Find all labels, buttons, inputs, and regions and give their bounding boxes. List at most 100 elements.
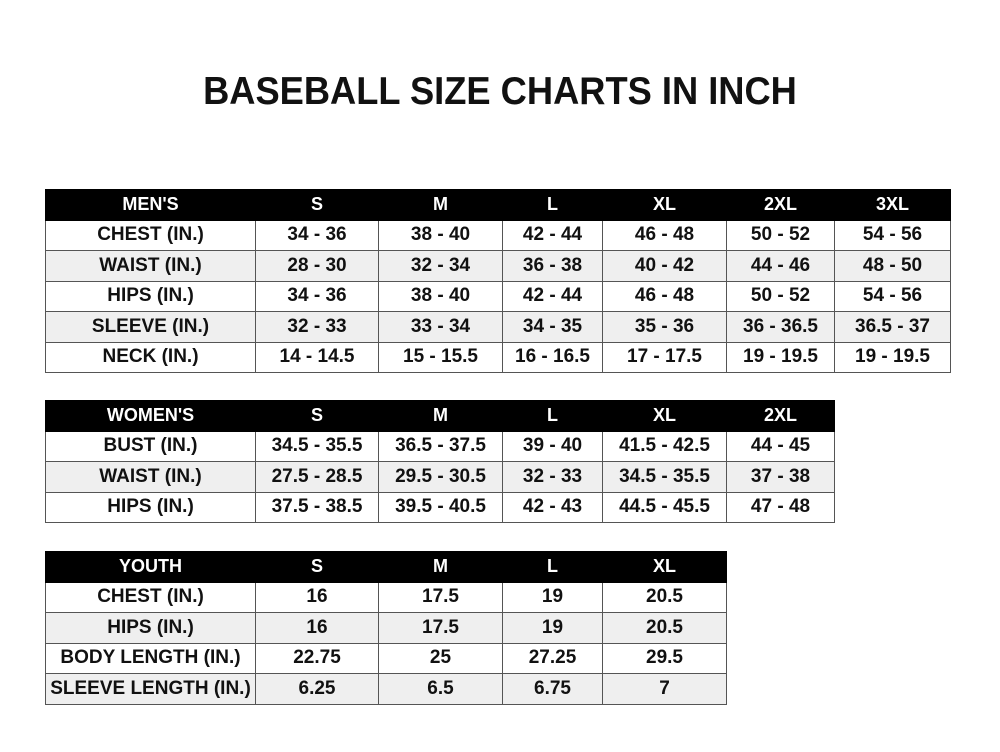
table-row: NECK (IN.) 14 - 14.5 15 - 15.5 16 - 16.5 17 …	[45, 341, 951, 373]
table-row: BUST (IN.) 34.5 - 35.5 36.5 - 37.5 39 - 40 4…	[45, 430, 835, 462]
measurement-label: CHEST (IN.)	[45, 581, 256, 613]
table-row: HIPS (IN.) 34 - 36 38 - 40 42 - 44 46 - 48 50…	[45, 280, 951, 312]
table-row: SLEEVE (IN.) 32 - 33 33 - 34 34 - 35 35 - 36…	[45, 311, 951, 343]
measurement-cell: 19	[502, 612, 603, 644]
measurement-cell: 29.5 - 30.5	[378, 461, 503, 493]
table-row: HIPS (IN.) 16 17.5 19 20.5	[45, 612, 727, 644]
measurement-cell: 39 - 40	[502, 430, 603, 462]
mens-size-table: MEN'S S M L XL 2XL 3XL CHEST (IN.) 34 - 36 38 - 4…	[45, 189, 951, 373]
measurement-cell: 34 - 35	[502, 311, 603, 343]
page-title: BASEBALL SIZE CHARTS IN INCH	[203, 70, 797, 113]
measurement-cell: 37 - 38	[726, 461, 835, 493]
size-header: L	[502, 189, 603, 221]
measurement-cell: 34 - 36	[255, 219, 379, 251]
measurement-cell: 37.5 - 38.5	[255, 491, 379, 523]
size-header: S	[255, 551, 379, 583]
measurement-cell: 15 - 15.5	[378, 341, 503, 373]
measurement-cell: 34.5 - 35.5	[255, 430, 379, 462]
measurement-label: WAIST (IN.)	[45, 461, 256, 493]
youth-size-table: YOUTH S M L XL CHEST (IN.) 16 17.5 19 20.5 HIPS (I…	[45, 551, 727, 705]
measurement-label: CHEST (IN.)	[45, 219, 256, 251]
measurement-cell: 22.75	[255, 642, 379, 674]
measurement-cell: 19	[502, 581, 603, 613]
measurement-label: SLEEVE LENGTH (IN.)	[45, 673, 256, 705]
measurement-cell: 40 - 42	[602, 250, 727, 282]
category-header: WOMEN'S	[45, 400, 256, 432]
measurement-cell: 38 - 40	[378, 219, 503, 251]
measurement-cell: 32 - 33	[502, 461, 603, 493]
measurement-cell: 16 - 16.5	[502, 341, 603, 373]
measurement-cell: 29.5	[602, 642, 727, 674]
measurement-cell: 36 - 36.5	[726, 311, 835, 343]
measurement-cell: 17.5	[378, 581, 503, 613]
measurement-cell: 6.5	[378, 673, 503, 705]
measurement-cell: 36.5 - 37	[834, 311, 951, 343]
table-row: CHEST (IN.) 16 17.5 19 20.5	[45, 581, 727, 613]
measurement-cell: 17.5	[378, 612, 503, 644]
measurement-cell: 6.75	[502, 673, 603, 705]
measurement-cell: 44.5 - 45.5	[602, 491, 727, 523]
measurement-cell: 27.25	[502, 642, 603, 674]
measurement-cell: 28 - 30	[255, 250, 379, 282]
measurement-cell: 54 - 56	[834, 219, 951, 251]
measurement-label: HIPS (IN.)	[45, 280, 256, 312]
measurement-cell: 48 - 50	[834, 250, 951, 282]
measurement-cell: 36.5 - 37.5	[378, 430, 503, 462]
table-row: CHEST (IN.) 34 - 36 38 - 40 42 - 44 46 - 48 5…	[45, 219, 951, 251]
measurement-cell: 34.5 - 35.5	[602, 461, 727, 493]
size-header: XL	[602, 551, 727, 583]
measurement-cell: 7	[602, 673, 727, 705]
measurement-cell: 44 - 46	[726, 250, 835, 282]
measurement-cell: 32 - 33	[255, 311, 379, 343]
measurement-label: BODY LENGTH (IN.)	[45, 642, 256, 674]
measurement-cell: 46 - 48	[602, 219, 727, 251]
table-row: HIPS (IN.) 37.5 - 38.5 39.5 - 40.5 42 - 43 4…	[45, 491, 835, 523]
size-header: M	[378, 400, 503, 432]
size-header: 3XL	[834, 189, 951, 221]
header-row: YOUTH S M L XL	[45, 551, 727, 583]
measurement-cell: 50 - 52	[726, 219, 835, 251]
category-header: YOUTH	[45, 551, 256, 583]
table-row: SLEEVE LENGTH (IN.) 6.25 6.5 6.75 7	[45, 673, 727, 705]
measurement-cell: 50 - 52	[726, 280, 835, 312]
measurement-cell: 16	[255, 612, 379, 644]
measurement-cell: 41.5 - 42.5	[602, 430, 727, 462]
size-header: S	[255, 400, 379, 432]
size-header: M	[378, 189, 503, 221]
measurement-cell: 16	[255, 581, 379, 613]
measurement-cell: 19 - 19.5	[726, 341, 835, 373]
size-header: S	[255, 189, 379, 221]
header-row: MEN'S S M L XL 2XL 3XL	[45, 189, 951, 221]
measurement-cell: 46 - 48	[602, 280, 727, 312]
measurement-cell: 32 - 34	[378, 250, 503, 282]
measurement-label: WAIST (IN.)	[45, 250, 256, 282]
measurement-cell: 34 - 36	[255, 280, 379, 312]
measurement-label: NECK (IN.)	[45, 341, 256, 373]
womens-size-table: WOMEN'S S M L XL 2XL BUST (IN.) 34.5 - 35.5 36.5…	[45, 400, 835, 523]
measurement-cell: 25	[378, 642, 503, 674]
size-header: 2XL	[726, 189, 835, 221]
measurement-cell: 20.5	[602, 581, 727, 613]
measurement-cell: 14 - 14.5	[255, 341, 379, 373]
measurement-cell: 38 - 40	[378, 280, 503, 312]
table-row: BODY LENGTH (IN.) 22.75 25 27.25 29.5	[45, 642, 727, 674]
size-header: 2XL	[726, 400, 835, 432]
size-header: M	[378, 551, 503, 583]
measurement-cell: 42 - 44	[502, 280, 603, 312]
measurement-label: SLEEVE (IN.)	[45, 311, 256, 343]
measurement-cell: 54 - 56	[834, 280, 951, 312]
category-header: MEN'S	[45, 189, 256, 221]
measurement-cell: 20.5	[602, 612, 727, 644]
measurement-cell: 39.5 - 40.5	[378, 491, 503, 523]
measurement-label: HIPS (IN.)	[45, 491, 256, 523]
measurement-cell: 27.5 - 28.5	[255, 461, 379, 493]
measurement-label: HIPS (IN.)	[45, 612, 256, 644]
measurement-cell: 42 - 44	[502, 219, 603, 251]
measurement-cell: 47 - 48	[726, 491, 835, 523]
size-header: L	[502, 400, 603, 432]
size-header: L	[502, 551, 603, 583]
table-row: WAIST (IN.) 27.5 - 28.5 29.5 - 30.5 32 - 33…	[45, 461, 835, 493]
measurement-cell: 17 - 17.5	[602, 341, 727, 373]
measurement-cell: 6.25	[255, 673, 379, 705]
measurement-cell: 35 - 36	[602, 311, 727, 343]
